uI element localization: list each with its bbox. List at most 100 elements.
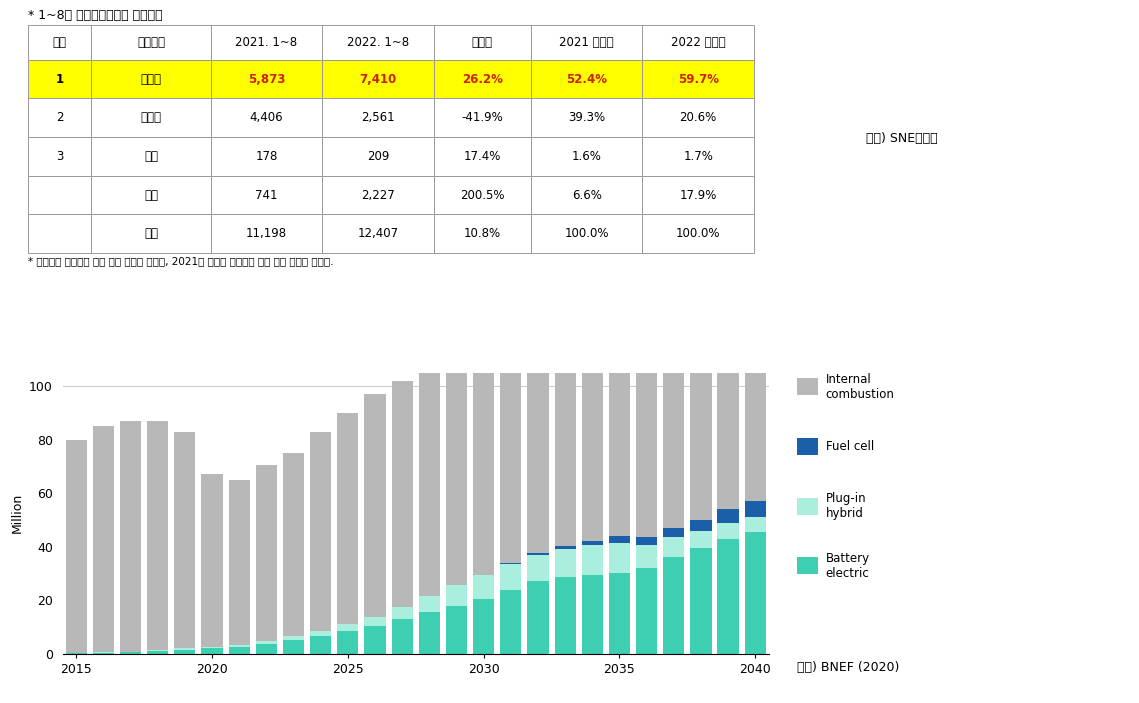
Bar	[392, 607, 412, 619]
Bar	[527, 581, 549, 654]
Bar	[473, 575, 494, 599]
Bar	[718, 509, 739, 522]
Text: 10.8%: 10.8%	[464, 227, 501, 240]
Bar	[147, 650, 169, 651]
Bar	[202, 475, 222, 647]
Bar	[337, 413, 359, 624]
Bar	[500, 327, 522, 563]
Bar	[718, 522, 739, 538]
Bar	[609, 300, 630, 536]
Bar	[745, 501, 765, 517]
Bar	[202, 647, 222, 648]
Bar	[282, 453, 304, 636]
Text: 5,873: 5,873	[248, 72, 285, 86]
Bar	[256, 645, 277, 654]
Bar	[120, 421, 141, 652]
Bar	[555, 546, 575, 549]
Text: -41.9%: -41.9%	[461, 111, 503, 124]
Bar	[337, 631, 359, 654]
Text: 도요타: 도요타	[140, 111, 162, 124]
Bar	[445, 586, 467, 605]
Bar	[582, 575, 603, 654]
Text: 39.3%: 39.3%	[568, 111, 605, 124]
Text: 6.6%: 6.6%	[572, 188, 601, 202]
Text: * 판매량이 집계되지 않은 일부 국가가 있으며, 2021년 자료는 집계되지 않은 국가 자료를 제외함.: * 판매량이 집계되지 않은 일부 국가가 있으며, 2021년 자료는 집계되…	[28, 257, 334, 266]
Text: 합계: 합계	[144, 227, 158, 240]
Text: 52.4%: 52.4%	[566, 72, 607, 86]
Bar	[690, 290, 712, 520]
Bar	[473, 340, 494, 575]
Text: 59.7%: 59.7%	[678, 72, 719, 86]
Bar	[527, 318, 549, 553]
Text: 1: 1	[56, 72, 64, 86]
Text: 2,227: 2,227	[361, 188, 395, 202]
Bar	[663, 557, 685, 654]
Bar	[718, 538, 739, 654]
Text: 순위: 순위	[52, 36, 67, 49]
Bar	[92, 426, 114, 652]
Bar	[229, 479, 249, 645]
Bar	[364, 394, 386, 617]
Bar	[663, 537, 685, 557]
Bar	[445, 605, 467, 654]
Bar	[500, 590, 522, 654]
Text: 현대차: 현대차	[140, 72, 162, 86]
Bar	[609, 543, 630, 574]
Text: 100.0%: 100.0%	[564, 227, 609, 240]
Text: 1.6%: 1.6%	[572, 150, 601, 163]
Bar	[337, 624, 359, 631]
Text: 성장률: 성장률	[472, 36, 493, 49]
Text: 209: 209	[367, 150, 390, 163]
Text: 7,410: 7,410	[360, 72, 396, 86]
Bar	[419, 596, 440, 612]
Text: 100.0%: 100.0%	[675, 227, 721, 240]
Text: 4,406: 4,406	[249, 111, 284, 124]
Bar	[174, 432, 196, 648]
Bar	[229, 645, 249, 647]
Text: 2021. 1~8: 2021. 1~8	[236, 36, 297, 49]
Bar	[690, 520, 712, 531]
Bar	[419, 367, 440, 596]
Text: 2,561: 2,561	[361, 111, 395, 124]
Bar	[392, 619, 412, 654]
Text: Internal
combustion: Internal combustion	[826, 373, 894, 401]
Bar	[582, 306, 603, 541]
Bar	[718, 284, 739, 509]
Text: 741: 741	[255, 188, 278, 202]
Text: 26.2%: 26.2%	[462, 72, 502, 86]
Bar	[310, 432, 331, 631]
Text: 자료) SNE리서치: 자료) SNE리서치	[866, 132, 937, 146]
Bar	[174, 648, 196, 650]
Bar	[147, 651, 169, 654]
Bar	[663, 295, 685, 528]
Bar	[282, 636, 304, 640]
Bar	[609, 574, 630, 654]
Text: 17.9%: 17.9%	[680, 188, 716, 202]
Bar	[202, 648, 222, 654]
Text: 2022. 1~8: 2022. 1~8	[347, 36, 409, 49]
Text: 20.6%: 20.6%	[680, 111, 716, 124]
Text: 제조사명: 제조사명	[137, 36, 165, 49]
Text: 1.7%: 1.7%	[683, 150, 713, 163]
Text: Fuel cell: Fuel cell	[826, 440, 874, 453]
Bar	[636, 537, 657, 546]
Text: 2: 2	[56, 111, 64, 124]
Bar	[147, 421, 169, 650]
Bar	[582, 541, 603, 546]
Bar	[256, 465, 277, 641]
Text: 200.5%: 200.5%	[460, 188, 505, 202]
Bar	[92, 652, 114, 654]
Bar	[473, 599, 494, 654]
Text: * 1~8월 수소연료전지차 판매대수: * 1~8월 수소연료전지차 판매대수	[28, 10, 163, 22]
Bar	[392, 380, 412, 607]
Text: Plug-in
hybrid: Plug-in hybrid	[826, 492, 867, 520]
Bar	[582, 546, 603, 575]
Bar	[419, 612, 440, 654]
Text: 3: 3	[56, 150, 64, 163]
Bar	[500, 564, 522, 590]
Text: 12,407: 12,407	[358, 227, 399, 240]
Bar	[555, 312, 575, 546]
Bar	[555, 549, 575, 577]
Text: 17.4%: 17.4%	[464, 150, 501, 163]
Bar	[690, 548, 712, 654]
